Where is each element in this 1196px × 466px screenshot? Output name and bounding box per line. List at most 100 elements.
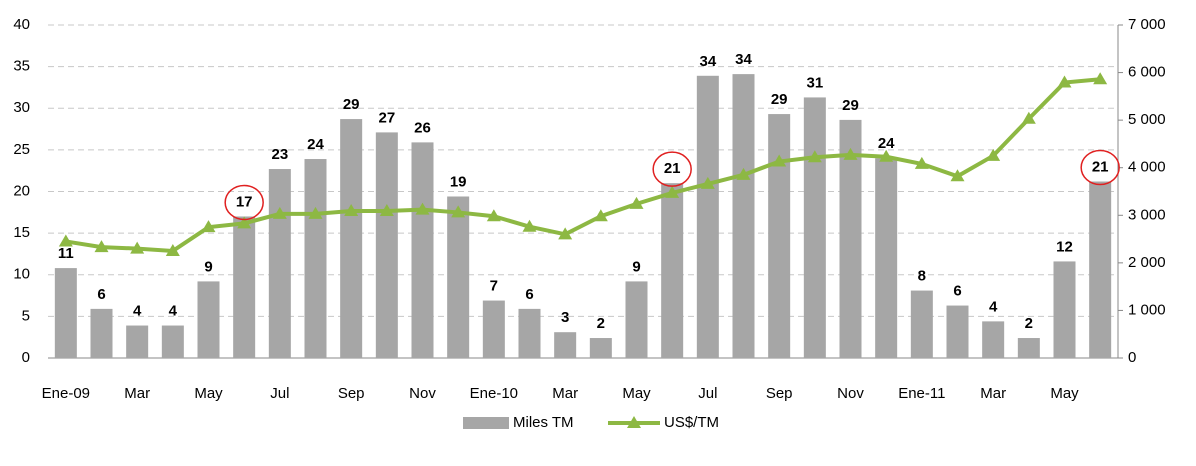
x-tick-label: Jul: [698, 385, 717, 402]
marker: [736, 167, 751, 180]
data-label: 24: [307, 136, 324, 153]
marker: [415, 202, 430, 215]
label-circle: [652, 151, 692, 187]
x-tick-label: Mar: [124, 385, 150, 402]
y-tick-label: 20: [13, 182, 30, 199]
x-tick-label: Sep: [766, 385, 793, 402]
legend-label: US$/TM: [664, 414, 719, 431]
marker: [700, 176, 715, 189]
data-label: 19: [450, 173, 467, 190]
bar: [768, 114, 791, 358]
y-tick-label: 0: [22, 349, 30, 366]
bar: [482, 300, 505, 358]
bar: [732, 74, 755, 359]
marker: [807, 150, 822, 163]
bar: [554, 332, 577, 358]
marker: [986, 148, 1001, 161]
data-label: 26: [414, 119, 431, 136]
marker: [772, 154, 787, 167]
bar: [1089, 181, 1112, 358]
data-label: 4: [169, 303, 178, 320]
marker: [558, 227, 573, 240]
marker: [379, 204, 394, 217]
marker: [629, 196, 644, 209]
x-tick-label: Nov: [409, 385, 436, 402]
x-tick-label: Ene-09: [42, 385, 90, 402]
data-label: 34: [735, 51, 752, 68]
data-label: 6: [953, 283, 961, 300]
label-circle: [224, 184, 264, 221]
y2-tick-label: 0: [1128, 349, 1136, 366]
y2-tick-label: 1 000: [1128, 301, 1166, 318]
marker: [1093, 72, 1108, 85]
bar: [268, 169, 291, 358]
bar: [126, 325, 149, 358]
marker: [522, 219, 537, 232]
y-tick-label: 40: [13, 16, 30, 33]
marker: [165, 243, 180, 256]
y2-tick-label: 3 000: [1128, 206, 1166, 223]
marker: [950, 169, 965, 182]
bar: [910, 290, 933, 358]
data-label: 9: [632, 258, 640, 275]
y2-tick-label: 7 000: [1128, 16, 1166, 33]
x-tick-label: Ene-10: [470, 385, 518, 402]
data-label: 21: [1092, 158, 1109, 175]
bar: [375, 132, 398, 358]
bar: [54, 268, 77, 358]
marker: [1057, 75, 1072, 88]
y-tick-label: 30: [13, 99, 30, 116]
x-tick-label: May: [1050, 385, 1079, 402]
marker: [272, 206, 287, 219]
marker: [308, 206, 323, 219]
marker: [486, 209, 501, 222]
x-tick-label: Mar: [552, 385, 578, 402]
data-label: 2: [1025, 315, 1033, 332]
marker: [451, 205, 466, 218]
y2-tick-label: 2 000: [1128, 254, 1166, 271]
bar: [661, 183, 684, 358]
marker: [914, 156, 929, 169]
data-label: 29: [771, 91, 788, 108]
marker: [237, 216, 252, 229]
data-label: 29: [343, 96, 360, 113]
data-label: 7: [490, 278, 498, 295]
data-label: 31: [806, 74, 823, 91]
data-label: 27: [378, 109, 395, 126]
y-tick-label: 35: [13, 58, 30, 75]
bar: [1017, 338, 1040, 358]
bar: [875, 158, 898, 358]
y2-tick-label: 6 000: [1128, 64, 1166, 81]
data-label: 8: [918, 268, 926, 285]
bar: [982, 321, 1005, 358]
x-tick-label: Nov: [837, 385, 864, 402]
bar: [696, 75, 719, 358]
y2-tick-label: 4 000: [1128, 159, 1166, 176]
data-label: 2: [597, 315, 605, 332]
legend-label: Miles TM: [513, 414, 574, 431]
bar: [839, 119, 862, 358]
bar: [304, 159, 327, 358]
data-label: 4: [989, 298, 998, 315]
bar: [197, 281, 220, 358]
legend-marker: [627, 416, 641, 428]
marker: [130, 241, 145, 254]
data-label: 11: [58, 245, 74, 262]
bar: [340, 119, 363, 358]
data-label: 34: [699, 53, 716, 70]
data-label: 6: [97, 286, 105, 303]
bar: [518, 308, 541, 358]
marker: [94, 240, 109, 253]
marker: [665, 185, 680, 198]
bar: [447, 196, 470, 358]
data-label: 3: [561, 309, 569, 326]
legend-swatch: [463, 417, 509, 429]
data-label: 24: [878, 135, 895, 152]
bar: [1053, 261, 1076, 358]
bar: [161, 325, 184, 358]
marker: [201, 220, 216, 233]
data-label: 17: [236, 193, 253, 210]
x-tick-label: May: [194, 385, 223, 402]
data-label: 9: [204, 258, 212, 275]
y-tick-label: 25: [13, 141, 30, 158]
